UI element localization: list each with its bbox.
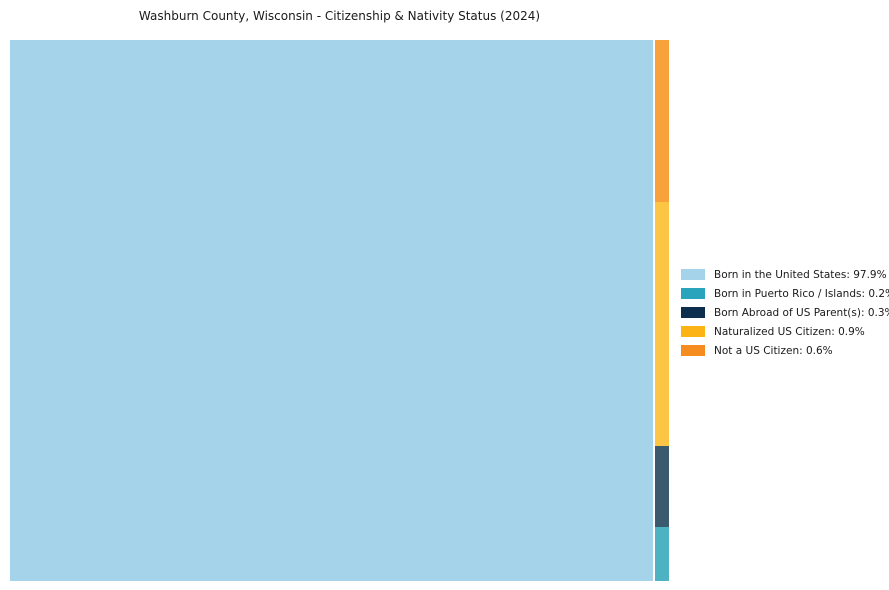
legend-swatch-born-in-the-united-states xyxy=(681,269,705,280)
legend-row-naturalized-us-citizen: Naturalized US Citizen: 0.9% xyxy=(681,322,889,341)
legend-label: Born in the United States: 97.9% xyxy=(714,268,887,281)
chart-title: Washburn County, Wisconsin - Citizenship… xyxy=(138,9,541,23)
legend-row-born-in-the-united-states: Born in the United States: 97.9% xyxy=(681,265,889,284)
treemap-segment-born-in-the-united-states xyxy=(10,40,653,581)
treemap-minor-strip xyxy=(655,40,669,581)
legend-row-not-a-us-citizen: Not a US Citizen: 0.6% xyxy=(681,341,889,360)
treemap-segment-born-abroad-of-us-parent-s xyxy=(655,445,669,527)
legend-swatch-not-a-us-citizen xyxy=(681,345,705,356)
legend-label: Born in Puerto Rico / Islands: 0.2% xyxy=(714,287,889,300)
legend-label: Not a US Citizen: 0.6% xyxy=(714,344,833,357)
treemap-segment-born-in-puerto-rico-islands xyxy=(655,526,669,581)
legend-swatch-born-in-puerto-rico-islands xyxy=(681,288,705,299)
legend-label: Naturalized US Citizen: 0.9% xyxy=(714,325,865,338)
legend: Born in the United States: 97.9% Born in … xyxy=(681,265,889,360)
treemap-segment-naturalized-us-citizen xyxy=(655,202,669,446)
treemap-plot-area xyxy=(10,40,669,581)
legend-swatch-born-abroad-of-us-parent-s xyxy=(681,307,705,318)
legend-label: Born Abroad of US Parent(s): 0.3% xyxy=(714,306,889,319)
treemap-segment-not-a-us-citizen xyxy=(655,40,669,203)
legend-row-born-in-puerto-rico-islands: Born in Puerto Rico / Islands: 0.2% xyxy=(681,284,889,303)
legend-row-born-abroad-of-us-parent-s: Born Abroad of US Parent(s): 0.3% xyxy=(681,303,889,322)
legend-swatch-naturalized-us-citizen xyxy=(681,326,705,337)
